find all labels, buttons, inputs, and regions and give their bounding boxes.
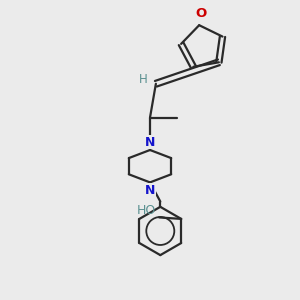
Text: H: H [139,73,148,86]
Text: HO: HO [136,205,156,218]
Text: O: O [195,7,206,20]
Text: N: N [145,184,155,197]
Text: N: N [145,136,155,148]
